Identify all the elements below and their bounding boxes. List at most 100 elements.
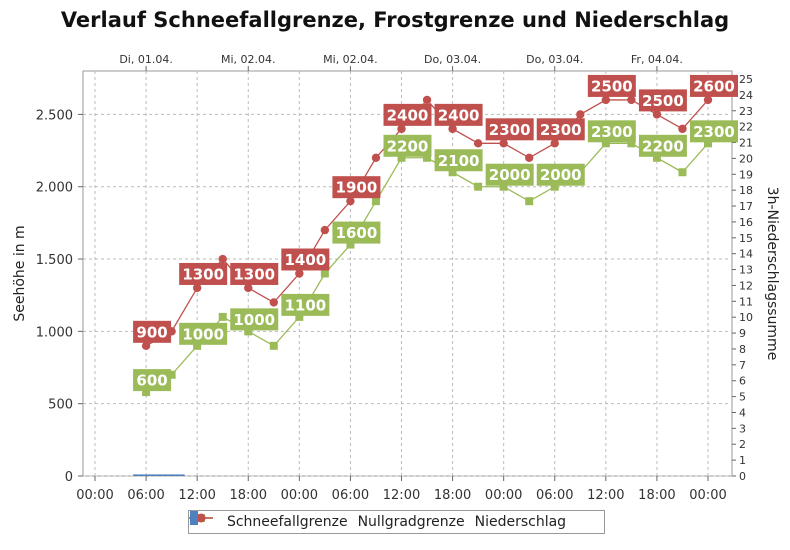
y2-tick-label: 18 (739, 184, 753, 197)
top-tick-label: Mi, 02.04. (323, 53, 378, 66)
y-tick-label: 2.000 (36, 181, 73, 196)
frost-point (269, 298, 278, 307)
snow-data-label-box (383, 134, 432, 157)
y2-tick-label: 9 (739, 327, 746, 340)
x-tick-label: 00:00 (485, 488, 522, 503)
precip-bar (133, 474, 160, 476)
legend-label-nullgradgrenze: Nullgradgrenze (357, 514, 465, 530)
snow-data-label: 1000 (182, 325, 224, 343)
snow-data-label-box (536, 163, 585, 186)
frost-data-label-box (230, 262, 279, 285)
snow-data-label-box (281, 293, 330, 316)
y-tick-label: 1.500 (36, 253, 73, 268)
y-tick-label: 500 (48, 398, 73, 413)
snow-data-label: 2000 (540, 166, 582, 184)
y2-tick-label: 20 (739, 152, 753, 165)
frost-point (371, 153, 381, 162)
frost-point (601, 95, 611, 105)
y2-tick-label: 15 (739, 232, 753, 245)
frost-data-label: 2400 (387, 106, 429, 124)
frost-point (448, 124, 457, 134)
frost-data-label-box (690, 74, 738, 97)
snow-point (652, 153, 661, 162)
snow-data-label-box (230, 308, 279, 331)
snow-data-label: 2300 (591, 123, 633, 141)
y2-tick-label: 6 (739, 375, 746, 388)
snow-point (397, 153, 406, 162)
snow-data-label-box (485, 163, 534, 186)
frost-data-label-box (179, 262, 228, 285)
snow-point (244, 327, 253, 336)
snow-point (320, 269, 329, 278)
snow-point (269, 341, 278, 350)
frost-data-label-box (133, 320, 172, 343)
frost-point (397, 124, 406, 134)
y2-tick-label: 19 (739, 168, 753, 181)
legend-label-niederschlag: Niederschlag (474, 514, 567, 530)
snow-data-label: 1600 (336, 224, 378, 242)
y2-tick-label: 12 (739, 279, 753, 292)
snow-data-label: 600 (136, 372, 167, 390)
legend-label-schneefallgrenze: Schneefallgrenze (226, 514, 348, 530)
x-tick-label: 12:00 (587, 488, 624, 503)
y2-tick-label: 24 (739, 89, 753, 102)
frost-point (218, 254, 227, 264)
frost-data-label-box (332, 176, 381, 199)
frost-data-label: 2300 (489, 121, 531, 139)
y2-tick-label: 8 (739, 343, 746, 356)
snow-data-label: 2100 (438, 152, 480, 170)
frost-data-label-box (281, 248, 330, 271)
y2-tick-label: 25 (739, 73, 753, 86)
snow-data-label-box (179, 322, 228, 345)
snow-point (423, 153, 432, 162)
frost-point (550, 139, 559, 148)
y2-tick-label: 17 (739, 200, 753, 213)
snow-point (193, 341, 202, 350)
x-tick-label: 12:00 (178, 488, 215, 503)
frost-data-label-box (536, 118, 585, 141)
y2-tick-label: 14 (739, 248, 753, 261)
snow-data-label-box (133, 369, 172, 392)
y2-tick-label: 23 (739, 105, 753, 118)
x-tick-label: 06:00 (127, 488, 164, 503)
snow-point (627, 139, 636, 148)
snow-point (346, 240, 355, 249)
y2-tick-label: 4 (739, 406, 746, 419)
top-tick-label: Fr, 04.04. (631, 53, 683, 66)
snow-data-label-box (587, 120, 636, 143)
frost-point (295, 269, 304, 278)
snow-data-label: 2000 (489, 166, 531, 184)
snow-point (371, 197, 380, 206)
frost-point (525, 153, 534, 162)
frost-data-label: 2300 (540, 121, 582, 139)
x-tick-label: 18:00 (638, 488, 675, 503)
frost-point (499, 139, 508, 148)
frost-data-label: 2600 (693, 77, 735, 95)
y2-tick-label: 21 (739, 137, 753, 150)
frost-point (422, 95, 432, 105)
top-tick-label: Do, 03.04. (424, 53, 481, 66)
y-tick-label: 1.000 (36, 325, 73, 340)
y-axis-label: Seehöhe in m (12, 225, 28, 321)
x-tick-label: 12:00 (383, 488, 420, 503)
y-tick-label: 0 (65, 470, 73, 485)
y2-tick-label: 1 (739, 454, 746, 467)
y-tick-label: 2.500 (36, 108, 73, 123)
frost-data-label: 1900 (336, 179, 378, 197)
snow-data-label: 2200 (387, 137, 429, 155)
x-tick-label: 06:00 (536, 488, 573, 503)
frost-point (141, 341, 151, 351)
frost-data-label: 2500 (591, 77, 633, 95)
frost-data-label-box (383, 103, 432, 126)
x-tick-label: 00:00 (281, 488, 318, 503)
x-tick-label: 18:00 (434, 488, 471, 503)
legend-item-schneefallgrenze: Schneefallgrenze (189, 514, 348, 530)
frost-point (652, 110, 662, 119)
snow-point (218, 312, 227, 321)
snow-point (499, 182, 508, 191)
snow-point (550, 182, 559, 191)
snow-point (474, 182, 483, 191)
snow-point (601, 139, 610, 148)
y2-tick-label: 22 (739, 121, 753, 134)
